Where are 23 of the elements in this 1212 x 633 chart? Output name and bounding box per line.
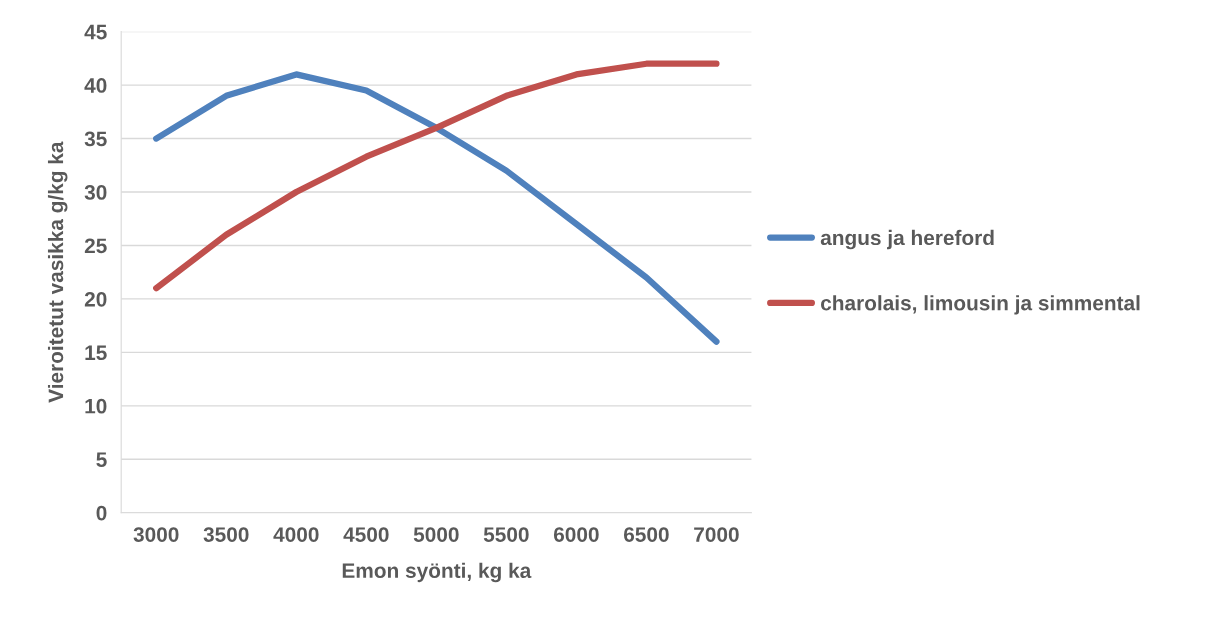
y-tick-label: 10 [85,398,107,414]
x-tick-label: 6000 [553,527,599,542]
x-tick-label: 5500 [483,527,529,542]
x-axis-title: Emon syönti, kg ka [342,562,532,583]
x-tick-label: 4500 [343,527,389,542]
legend-label: charolais, limousin ja simmental [821,295,1140,315]
x-tick-label: 6500 [623,527,669,542]
legend-label: angus ja hereford [820,229,994,250]
y-tick-label: 45 [84,24,107,40]
y-tick-label: 15 [85,345,107,361]
y-tick-label: 25 [84,238,107,254]
y-tick-label: 40 [84,78,107,93]
y-tick-label: 35 [84,131,107,147]
x-tick-label: 7000 [694,527,739,542]
x-tick-label: 4000 [273,527,319,542]
y-tick-label: 20 [84,291,107,307]
y-tick-label: 5 [96,452,107,468]
x-tick-label: 3500 [203,527,249,542]
x-tick-label: 5000 [413,527,459,542]
y-axis-title: Vieroitetut vasikka g/kg ka [47,141,68,403]
y-tick-label: 0 [96,505,107,521]
x-tick-label: 3000 [133,527,179,542]
y-tick-label: 30 [84,185,107,200]
